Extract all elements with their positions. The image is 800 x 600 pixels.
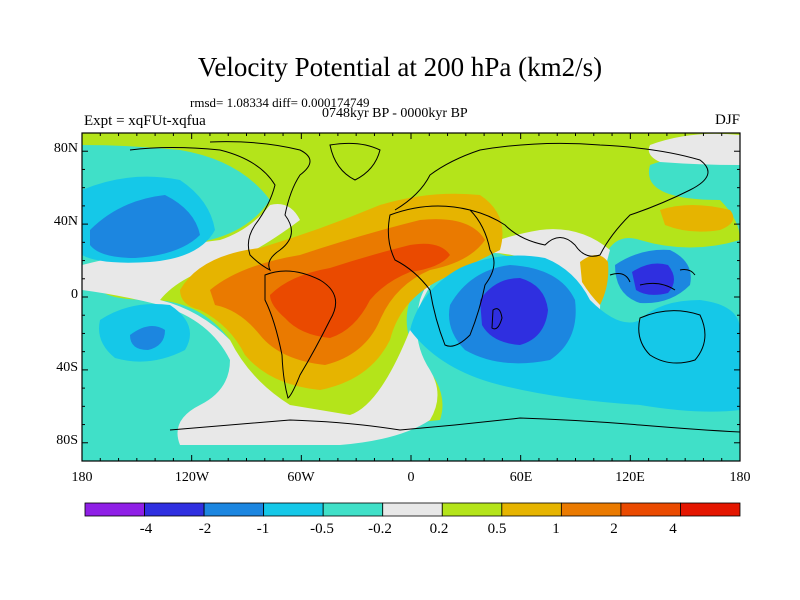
y-tick-label: 0 bbox=[71, 287, 78, 302]
colorbar-label: -2 bbox=[198, 521, 212, 537]
darkblue-maritime-continent bbox=[632, 263, 674, 295]
x-tick-label: 0 bbox=[407, 470, 415, 485]
madagascar-coast bbox=[491, 308, 503, 330]
colorbar-swatch bbox=[263, 502, 324, 517]
orange-north-pacific bbox=[660, 205, 734, 232]
y-tick-label: 80N bbox=[53, 141, 78, 156]
colorbar-swatch bbox=[680, 502, 741, 517]
colorbar-label: -0.5 bbox=[310, 521, 334, 537]
contour-fields bbox=[82, 133, 740, 461]
chart-title: Velocity Potential at 200 hPa (km2/s) bbox=[197, 52, 603, 82]
greenland-coast bbox=[329, 142, 381, 181]
x-tick-label: 120E bbox=[615, 470, 645, 485]
blue-south-pacific bbox=[130, 326, 165, 350]
colorbar-swatch bbox=[560, 502, 622, 517]
colorbar-swatch bbox=[441, 502, 503, 517]
colorbar-swatch bbox=[382, 502, 443, 517]
africa-coast bbox=[387, 205, 495, 347]
orange-india bbox=[580, 255, 609, 305]
x-tick-label: 120W bbox=[174, 470, 210, 485]
colorbar-label: -0.2 bbox=[368, 521, 392, 537]
colorbar-label: 1 bbox=[552, 521, 560, 537]
y-tick-label: 40N bbox=[53, 214, 78, 229]
colorbar-swatch bbox=[144, 502, 205, 517]
experiment-label: Expt = xqFUt-xqfua bbox=[84, 113, 206, 129]
x-tick-label: 60W bbox=[287, 470, 315, 485]
neutral-arctic-cap bbox=[648, 133, 740, 165]
australia-coast bbox=[638, 310, 706, 364]
colorbar-swatch bbox=[84, 502, 145, 517]
colorbar-label: -4 bbox=[139, 521, 153, 537]
coastlines bbox=[129, 141, 740, 433]
antarctica-coast bbox=[169, 417, 740, 433]
x-tick-label: 60E bbox=[509, 470, 533, 485]
y-tick-label: 40S bbox=[56, 360, 78, 375]
eurasia-coast bbox=[394, 142, 709, 257]
blue-north-pacific bbox=[90, 195, 200, 258]
season-label: DJF bbox=[714, 112, 740, 128]
x-tick-label: 180 bbox=[729, 470, 751, 485]
colorbar-swatch bbox=[501, 502, 562, 517]
colorbar-label: 2 bbox=[610, 521, 618, 537]
maritime-continent-islands bbox=[609, 269, 696, 291]
x-tick-label: 180 bbox=[71, 470, 93, 485]
north-america-coast bbox=[129, 141, 311, 272]
colorbar-label: 0.5 bbox=[487, 521, 507, 537]
colorbar bbox=[84, 502, 741, 517]
colorbar-swatch bbox=[203, 502, 265, 517]
axis-ticks bbox=[81, 132, 741, 462]
colorbar-swatch bbox=[322, 502, 384, 517]
south-america-coast bbox=[264, 270, 337, 399]
period-label: 0748kyr BP - 0000kyr BP bbox=[322, 106, 468, 121]
colorbar-label: 0.2 bbox=[429, 521, 449, 537]
colorbar-label: 4 bbox=[669, 521, 677, 537]
rmsd-diff-stats: rmsd= 1.08334 diff= 0.000174749 bbox=[190, 95, 370, 110]
colorbar-label: -1 bbox=[256, 521, 270, 537]
colorbar-swatch bbox=[620, 502, 681, 517]
y-tick-label: 80S bbox=[56, 433, 78, 448]
red-core bbox=[270, 243, 450, 338]
